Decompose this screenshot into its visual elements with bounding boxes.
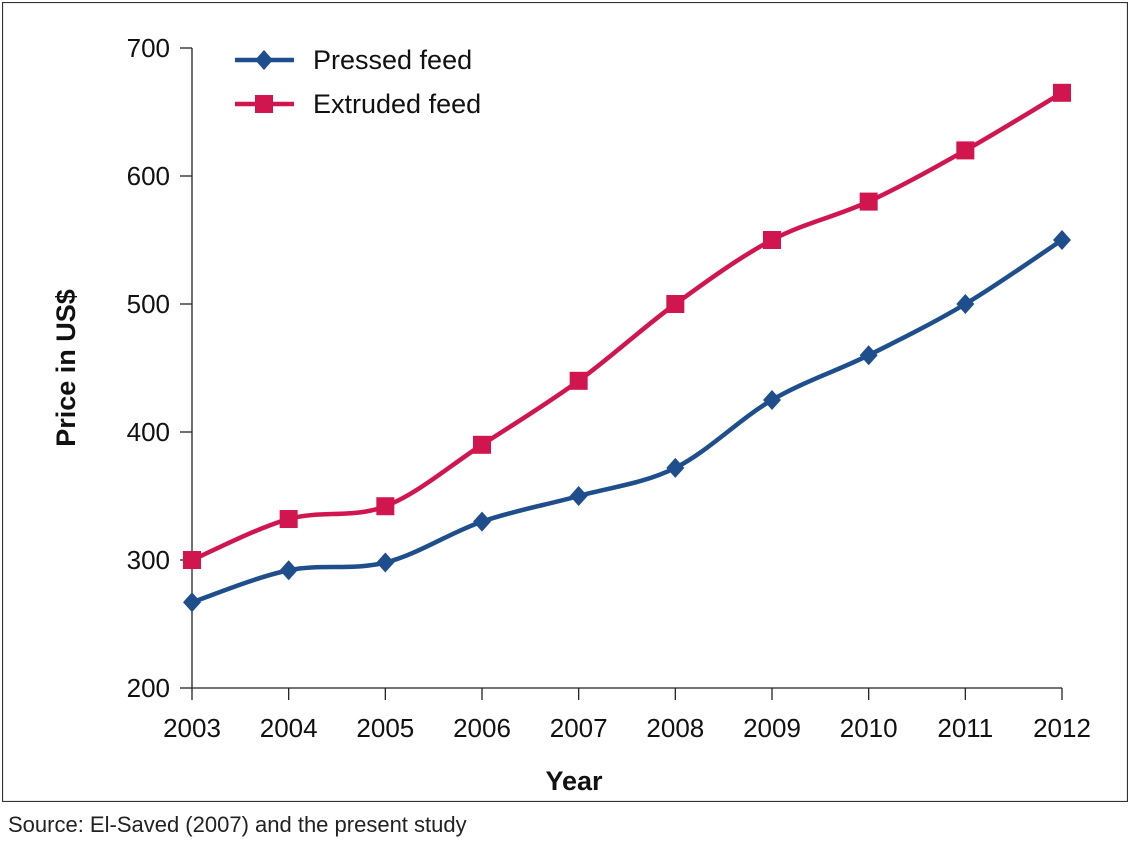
data-point: [763, 390, 781, 410]
series-extruded-feed: [183, 83, 1071, 569]
source-note: Source: El-Saved (2007) and the present …: [8, 812, 467, 837]
data-point: [956, 294, 975, 314]
legend-label: Extruded feed: [313, 89, 481, 119]
data-point: [569, 486, 588, 506]
data-point: [859, 192, 878, 211]
data-point: [666, 457, 685, 478]
y-tick-label: 700: [127, 33, 170, 63]
data-point: [956, 141, 975, 160]
data-point: [1053, 83, 1071, 102]
chart-frame: 200 300 400 500 600 700 2003 2004 2005 2006 2007 20…: [2, 2, 1128, 802]
legend-item: Pressed feed: [235, 45, 472, 75]
y-tick-label: 400: [127, 417, 170, 447]
x-tick-label: 2007: [550, 713, 608, 743]
legend-marker: [255, 95, 273, 113]
series-line: [191, 238, 1064, 605]
y-tick-label: 300: [127, 545, 170, 575]
legend-item: Extruded feed: [235, 89, 481, 119]
data-point: [376, 497, 395, 516]
x-tick-label: 2012: [1033, 713, 1091, 743]
data-point: [279, 510, 298, 529]
x-axis-title: Year: [545, 766, 603, 796]
data-point: [569, 371, 588, 390]
data-point: [183, 592, 201, 613]
data-point: [763, 231, 781, 249]
chart-border: [2, 2, 1128, 802]
axes: 200 300 400 500 600 700 2003 2004 2005 2006 2007 20…: [127, 33, 1091, 743]
legend-marker: [255, 50, 273, 70]
x-tick-label: 2006: [453, 713, 511, 743]
y-tick-label: 200: [127, 673, 170, 703]
y-tick-label: 600: [127, 161, 170, 191]
x-tick-label: 2003: [163, 713, 221, 743]
x-tick-label: 2009: [743, 713, 801, 743]
series-layer: [183, 83, 1071, 613]
y-axis-title: Price in US$: [51, 289, 81, 447]
series-pressed-feed: [183, 230, 1071, 613]
data-point: [473, 435, 491, 454]
line-chart: 200 300 400 500 600 700 2003 2004 2005 2006 2007 20…: [2, 2, 1128, 802]
data-point: [279, 560, 298, 581]
x-tick-label: 2011: [937, 713, 993, 743]
legend-label: Pressed feed: [313, 45, 472, 75]
x-tick-label: 2005: [356, 713, 414, 743]
x-tick-label: 2004: [260, 713, 318, 743]
data-point: [666, 295, 685, 313]
data-point: [183, 551, 201, 569]
data-point: [859, 345, 878, 366]
x-tick-label: 2010: [840, 713, 898, 743]
y-tick-label: 500: [127, 289, 170, 319]
legend: Pressed feed Extruded feed: [235, 45, 481, 119]
x-tick-label: 2008: [646, 713, 704, 743]
data-point: [376, 552, 395, 573]
data-point: [1053, 230, 1071, 250]
data-point: [473, 511, 491, 532]
series-line: [191, 90, 1064, 563]
